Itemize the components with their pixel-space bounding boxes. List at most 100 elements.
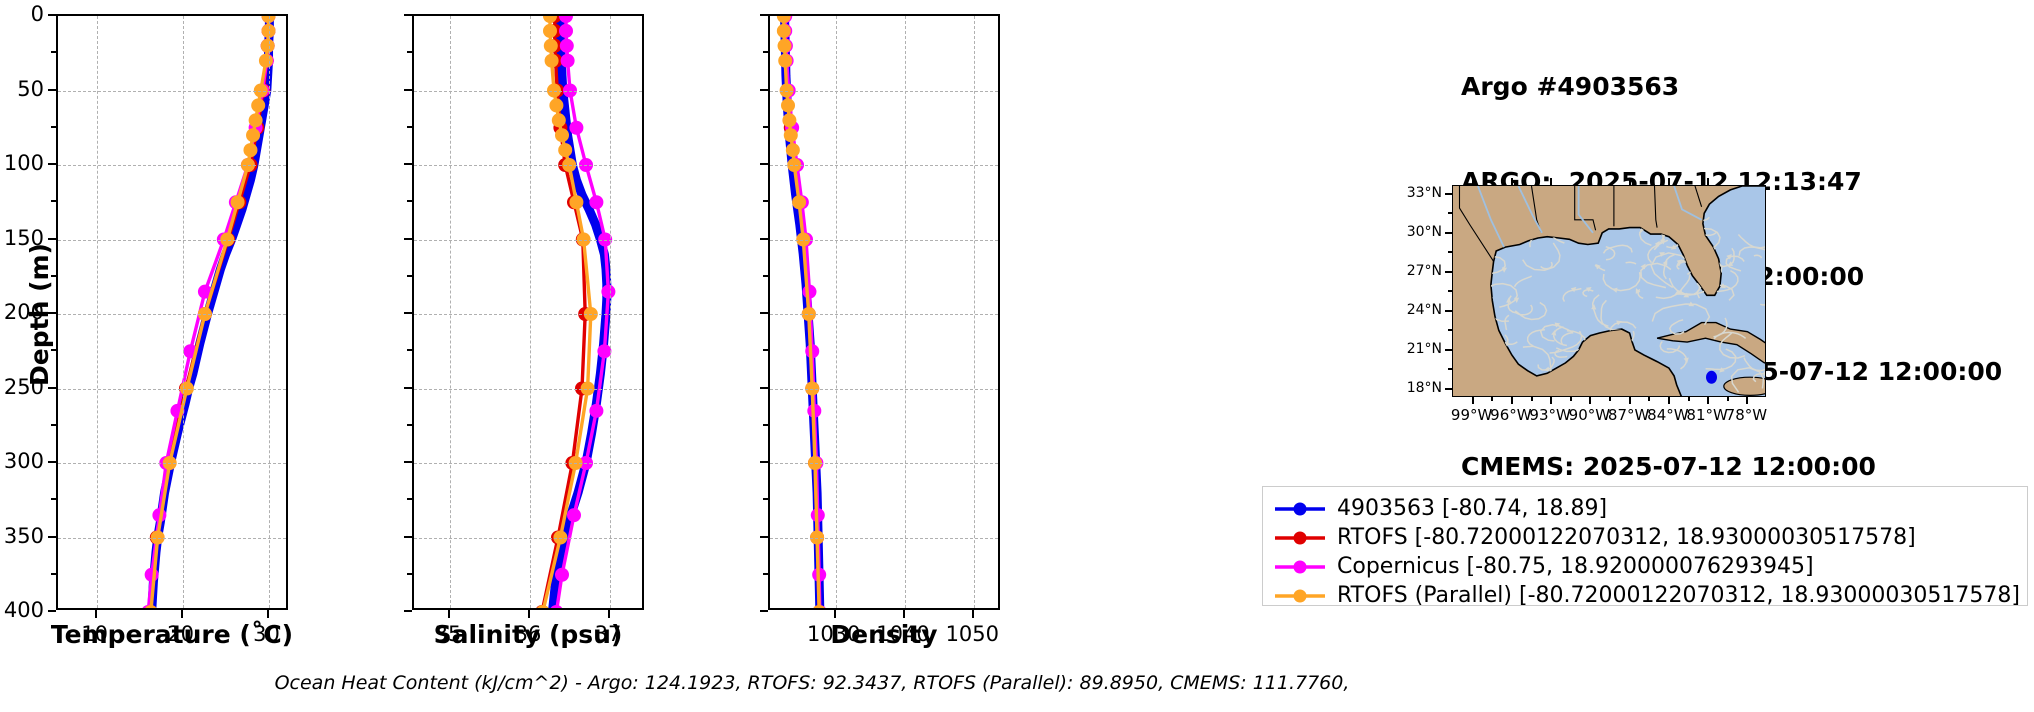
series-marker xyxy=(792,195,807,210)
legend-marker-argo xyxy=(1275,502,1325,515)
map-lon-tick xyxy=(1471,397,1474,404)
series-line xyxy=(555,16,611,608)
x-gridline xyxy=(905,16,907,608)
y-tick xyxy=(404,610,412,612)
map-lon-tick-top xyxy=(1589,178,1592,185)
series-marker xyxy=(258,53,273,68)
y-tick-minor xyxy=(407,498,412,501)
series-marker xyxy=(813,605,825,608)
legend-item[interactable]: 4903563 [-80.74, 18.89] xyxy=(1273,494,2015,523)
y-gridline xyxy=(770,388,998,390)
y-gridline xyxy=(770,165,998,166)
y-tick xyxy=(404,14,412,16)
map-lon-label: 90°W xyxy=(1568,406,1611,424)
map-lat-tick xyxy=(1445,348,1452,351)
y-tick xyxy=(760,163,768,165)
density-panel xyxy=(768,14,1000,610)
x-tick-label: 10 xyxy=(81,622,109,646)
y-tick-label: 50 xyxy=(17,76,44,101)
density-plot-area xyxy=(768,14,1000,610)
y-tick-minor xyxy=(51,423,56,426)
legend-item[interactable]: RTOFS [-80.72000122070312, 18.9300003051… xyxy=(1273,523,2015,552)
map-lat-label: 24°N xyxy=(1406,301,1442,318)
map-lon-label: 87°W xyxy=(1607,406,1650,424)
y-tick xyxy=(760,386,768,389)
series-marker xyxy=(558,143,573,158)
y-gridline xyxy=(414,239,642,241)
series-marker xyxy=(144,567,159,582)
y-tick xyxy=(48,461,56,463)
temperature-axis-title: Temperature (˚C) xyxy=(50,620,294,649)
y-gridline xyxy=(770,239,998,241)
x-gridline xyxy=(96,16,98,608)
series-marker xyxy=(778,53,793,68)
density-axis-title: Density xyxy=(830,620,938,649)
series-marker xyxy=(589,195,604,210)
map-lon-tick-minor xyxy=(1726,397,1729,401)
map-lon-tick-minor xyxy=(1609,397,1611,401)
map-lat-tick-minor xyxy=(1448,251,1452,254)
x-tick xyxy=(180,610,183,618)
y-tick xyxy=(48,237,56,240)
series-marker xyxy=(543,38,558,53)
series-legend: 4903563 [-80.74, 18.89] RTOFS [-80.720001… xyxy=(1262,486,2028,608)
y-tick xyxy=(404,386,412,389)
map-lon-tick-top xyxy=(1707,178,1710,185)
legend-item[interactable]: Copernicus [-80.75, 18.920000076293945] xyxy=(1273,552,2015,581)
map-lon-tick xyxy=(1550,397,1553,404)
series-marker xyxy=(783,128,798,143)
salinity-plot-area xyxy=(412,14,644,610)
y-tick-minor xyxy=(763,274,768,277)
y-tick xyxy=(48,535,56,538)
x-tick xyxy=(833,610,836,618)
y-gridline xyxy=(770,463,998,464)
legend-marker-rtofs xyxy=(1275,531,1325,544)
legend-marker-copernicus xyxy=(1275,560,1325,573)
state-border xyxy=(1458,186,1495,262)
river xyxy=(1577,186,1594,234)
y-tick xyxy=(48,610,56,612)
salinity-panel xyxy=(412,14,644,610)
series-marker xyxy=(246,128,261,143)
y-gridline xyxy=(58,388,286,390)
series-marker xyxy=(543,23,557,38)
y-gridline xyxy=(414,463,642,464)
y-tick xyxy=(760,88,768,91)
series-marker xyxy=(777,38,792,53)
series-marker xyxy=(197,284,212,299)
x-tick-label: 1040 xyxy=(876,622,930,646)
y-gridline xyxy=(414,314,642,315)
x-tick-label: 1050 xyxy=(945,622,1000,646)
y-tick xyxy=(760,14,768,16)
legend-item[interactable]: RTOFS (Parallel) [-80.72000122070312, 18… xyxy=(1273,581,2020,610)
island-landmass xyxy=(1723,376,1765,396)
x-tick xyxy=(903,610,906,618)
y-tick-minor xyxy=(763,125,768,128)
y-tick xyxy=(48,163,56,165)
series-marker xyxy=(248,113,263,128)
map-lon-label: 96°W xyxy=(1490,406,1532,424)
series-marker xyxy=(782,113,797,128)
map-lon-tick-minor xyxy=(1491,397,1494,401)
state-border xyxy=(1694,186,1703,207)
x-gridline xyxy=(835,16,837,608)
y-tick xyxy=(48,312,56,314)
y-tick-minor xyxy=(407,51,412,54)
map-lat-tick-minor xyxy=(1448,329,1452,332)
y-tick xyxy=(760,237,768,240)
series-marker xyxy=(569,120,584,135)
density-series-svg xyxy=(776,16,827,608)
series-marker xyxy=(544,53,559,68)
map-lon-label: 81°W xyxy=(1686,406,1728,424)
argo-float-marker[interactable] xyxy=(1706,370,1717,384)
map-lon-label: 78°W xyxy=(1725,406,1768,424)
y-tick-minor xyxy=(763,200,768,203)
map-lat-label: 21°N xyxy=(1406,340,1442,357)
y-gridline xyxy=(414,388,642,390)
y-tick-minor xyxy=(51,200,56,203)
y-tick-minor xyxy=(51,274,56,277)
y-tick-minor xyxy=(407,349,412,352)
x-tick-label: 20 xyxy=(167,622,194,646)
map-lon-label: 93°W xyxy=(1529,406,1571,424)
river xyxy=(1477,186,1505,248)
